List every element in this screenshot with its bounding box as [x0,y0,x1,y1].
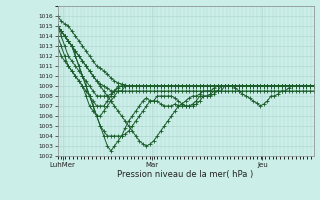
X-axis label: Pression niveau de la mer( hPa ): Pression niveau de la mer( hPa ) [117,170,254,179]
